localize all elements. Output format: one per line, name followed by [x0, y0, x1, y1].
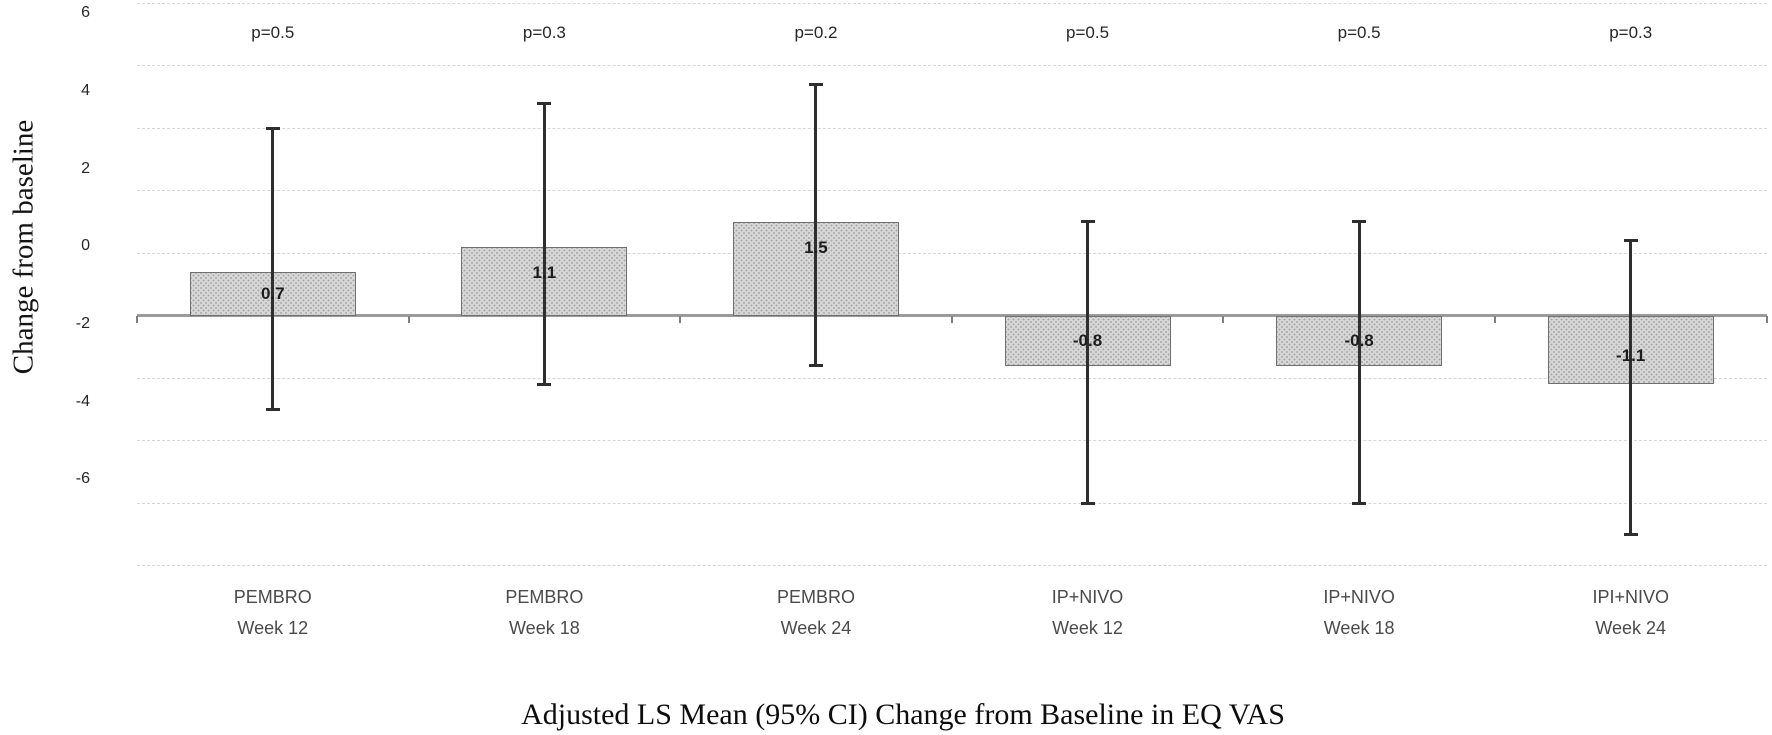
category-label-line2: Week 12 [1052, 618, 1123, 638]
error-bar-cap-bottom [1623, 532, 1638, 536]
error-bar-line [542, 103, 546, 385]
axis-tick [950, 316, 953, 323]
category-label: IP+NIVO Week 18 [1223, 582, 1495, 644]
gridline [137, 2, 1767, 4]
axis-tick [1765, 316, 1768, 323]
bar-value-label: 1.1 [532, 262, 557, 282]
error-bar-cap-top [537, 101, 552, 105]
axis-tick [407, 316, 410, 323]
error-bar-cap-top [265, 126, 280, 130]
p-value-label: p=0.5 [1337, 23, 1381, 42]
category-label-line2: Week 24 [780, 618, 852, 638]
category-label: PEMBRO Week 24 [680, 582, 952, 644]
gridline [137, 190, 1767, 191]
y-tick-label: -6 [75, 470, 90, 488]
axis-tick [679, 316, 682, 323]
bar-value-label: 0.7 [260, 283, 285, 303]
gridline [137, 127, 1767, 129]
category-label-line1: IP+NIVO [1323, 587, 1395, 607]
axis-tick [136, 316, 138, 323]
chart-title: Adjusted LS Mean (95% CI) Change from Ba… [521, 698, 1285, 731]
category-label: PEMBRO Week 18 [408, 582, 680, 644]
category-label: IPI+NIVO Week 24 [1495, 582, 1767, 644]
error-bar-cap-bottom [1080, 501, 1095, 505]
error-bar-cap-top [1623, 239, 1638, 242]
gridline [137, 440, 1767, 441]
category-label-line2: Week 18 [509, 618, 580, 638]
error-bar-cap-top [1080, 220, 1095, 224]
gridline [137, 65, 1767, 66]
bar-value-label: 1.5 [804, 237, 828, 257]
p-value-label: p=0.5 [251, 23, 295, 42]
p-value-label: p=0.3 [522, 23, 566, 42]
y-tick-label: -2 [75, 314, 90, 332]
gridline [137, 252, 1767, 254]
error-bar-line [814, 84, 818, 366]
error-bar-cap-bottom [1352, 501, 1367, 505]
y-tick-label: 4 [81, 81, 90, 99]
error-bar-cap-bottom [808, 364, 823, 367]
category-label: IP+NIVO Week 12 [952, 582, 1224, 644]
gridline [137, 502, 1767, 504]
category-label-line1: PEMBRO [233, 587, 312, 607]
y-tick-label: -4 [75, 392, 90, 410]
y-tick-label: 2 [81, 159, 90, 177]
error-bar-cap-top [1352, 220, 1367, 224]
error-bar-line [271, 128, 275, 410]
x-axis-line [137, 314, 1767, 317]
category-label-line2: Week 12 [237, 618, 309, 638]
category-label: PEMBRO Week 12 [137, 582, 409, 644]
p-value-label: p=0.2 [794, 23, 838, 42]
error-bar-line [1629, 240, 1633, 535]
gridline [137, 565, 1767, 566]
bar-value-label: -0.8 [1072, 330, 1103, 350]
bar-value-label: -0.8 [1344, 330, 1374, 350]
axis-tick [1493, 316, 1496, 323]
gridline [137, 377, 1767, 379]
category-label-line1: IP+NIVO [1051, 587, 1124, 607]
p-value-label: p=0.5 [1066, 23, 1110, 42]
error-bar-cap-bottom [265, 407, 280, 411]
bar-value-label: -1.1 [1616, 346, 1646, 366]
category-label-line1: PEMBRO [505, 587, 584, 607]
category-label-line1: IPI+NIVO [1592, 587, 1669, 607]
category-label-line1: PEMBRO [776, 587, 855, 607]
error-bar-cap-top [808, 82, 823, 86]
axis-tick [1222, 316, 1225, 323]
error-bar-line [1086, 221, 1090, 503]
y-tick-label: 6 [81, 4, 90, 22]
error-bar-line [1357, 221, 1361, 503]
y-tick-label: 0 [81, 237, 90, 255]
category-label-line2: Week 24 [1595, 618, 1667, 638]
error-bar-cap-bottom [537, 382, 552, 386]
p-value-label: p=0.3 [1609, 23, 1653, 42]
category-label-line2: Week 18 [1323, 618, 1395, 638]
